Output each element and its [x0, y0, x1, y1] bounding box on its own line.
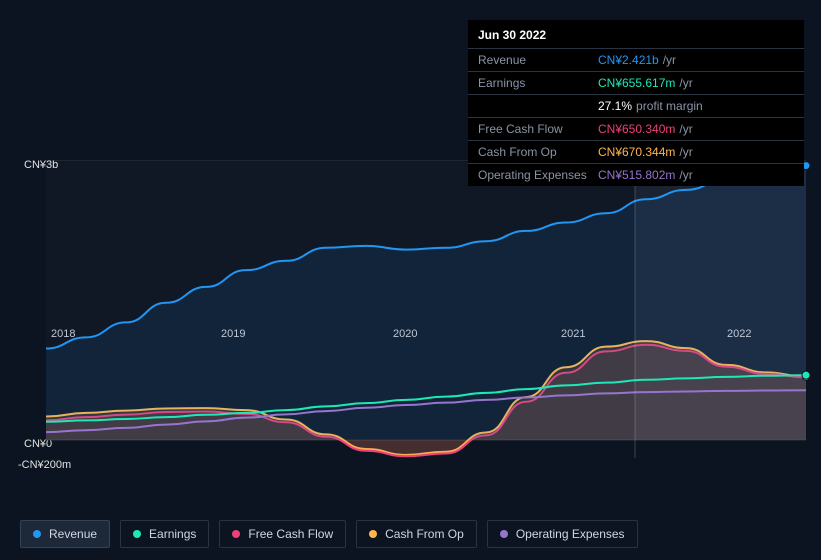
legend: Revenue Earnings Free Cash Flow Cash From O… [20, 520, 638, 548]
tooltip-row-unit: /yr [679, 76, 692, 90]
legend-item-fcf[interactable]: Free Cash Flow [219, 520, 346, 548]
revenue-earnings-chart[interactable] [12, 160, 812, 480]
x-tick: 2021 [561, 328, 585, 340]
tooltip-row: Free Cash FlowCN¥650.340m/yr [468, 118, 804, 141]
tooltip-row-unit: profit margin [636, 99, 703, 113]
tooltip-row-unit: /yr [679, 122, 692, 136]
tooltip-row-value: CN¥515.802m [598, 168, 675, 182]
tooltip-row-label: Free Cash Flow [478, 122, 598, 136]
x-tick: 2018 [51, 328, 75, 340]
tooltip-row-label: Cash From Op [478, 145, 598, 159]
legend-item-opex[interactable]: Operating Expenses [487, 520, 638, 548]
tooltip-row-label: Operating Expenses [478, 168, 598, 182]
x-tick: 2020 [393, 328, 417, 340]
tooltip-row-unit: /yr [663, 53, 676, 67]
tooltip-row: Operating ExpensesCN¥515.802m/yr [468, 164, 804, 186]
chart-wrap [12, 160, 812, 480]
legend-dot-icon [133, 530, 141, 538]
legend-label: Operating Expenses [516, 527, 625, 541]
tooltip-date: Jun 30 2022 [468, 20, 804, 49]
tooltip-row: Cash From OpCN¥670.344m/yr [468, 141, 804, 164]
tooltip-row-label: Revenue [478, 53, 598, 67]
tooltip-row: EarningsCN¥655.617m/yr [468, 72, 804, 95]
legend-label: Earnings [149, 527, 196, 541]
hover-tooltip: Jun 30 2022 RevenueCN¥2.421b/yrEarningsC… [468, 20, 804, 186]
tooltip-row-value: CN¥670.344m [598, 145, 675, 159]
tooltip-row-value: CN¥2.421b [598, 53, 659, 67]
tooltip-row-unit: /yr [679, 168, 692, 182]
legend-label: Cash From Op [385, 527, 464, 541]
legend-dot-icon [369, 530, 377, 538]
x-tick: 2022 [727, 328, 751, 340]
tooltip-row: 27.1% profit margin [468, 95, 804, 118]
x-tick: 2019 [221, 328, 245, 340]
tooltip-row-value: CN¥650.340m [598, 122, 675, 136]
legend-dot-icon [232, 530, 240, 538]
legend-label: Free Cash Flow [248, 527, 333, 541]
tooltip-row-label: Earnings [478, 76, 598, 90]
tooltip-row-value: CN¥655.617m [598, 76, 675, 90]
legend-item-revenue[interactable]: Revenue [20, 520, 110, 548]
legend-dot-icon [33, 530, 41, 538]
tooltip-row-unit: /yr [679, 145, 692, 159]
legend-item-earnings[interactable]: Earnings [120, 520, 209, 548]
chart-root: Jun 30 2022 RevenueCN¥2.421b/yrEarningsC… [0, 0, 821, 560]
legend-dot-icon [500, 530, 508, 538]
legend-item-cash_op[interactable]: Cash From Op [356, 520, 477, 548]
tooltip-row: RevenueCN¥2.421b/yr [468, 49, 804, 72]
legend-label: Revenue [49, 527, 97, 541]
tooltip-row-value: 27.1% [598, 99, 632, 113]
